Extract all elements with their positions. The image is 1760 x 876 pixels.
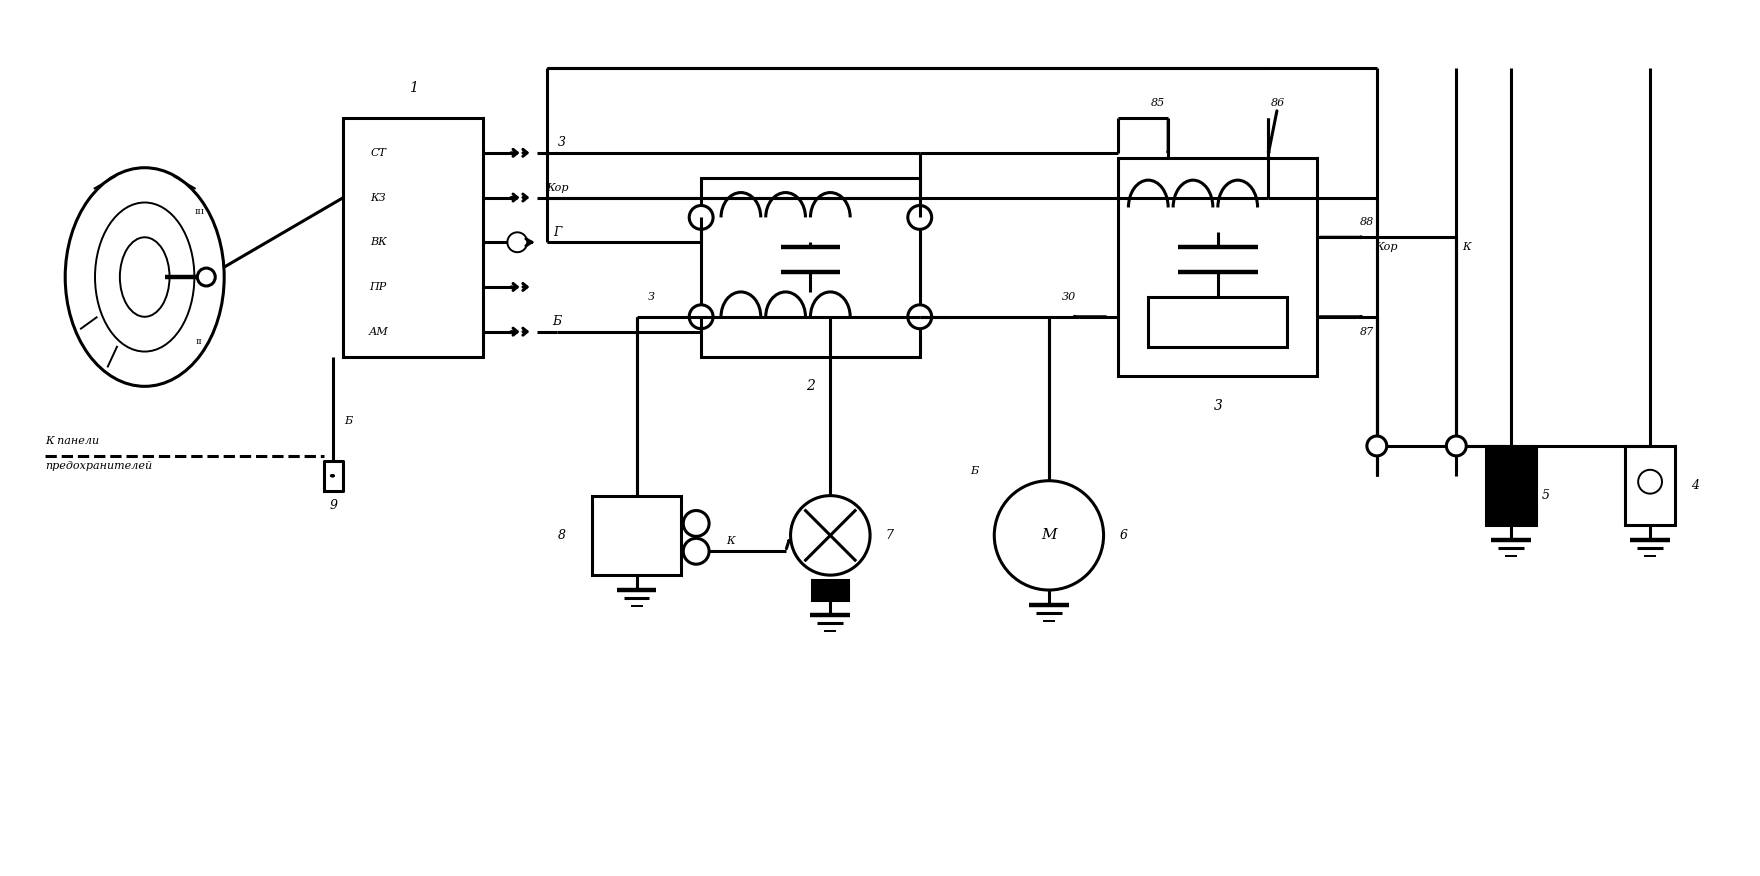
Ellipse shape <box>65 167 224 386</box>
Text: предохранителей: предохранителей <box>46 461 153 470</box>
Text: 4: 4 <box>1691 479 1698 492</box>
Text: 3: 3 <box>558 137 567 150</box>
Bar <box>1624 446 1676 526</box>
Bar <box>700 178 920 357</box>
Text: ПР: ПР <box>370 282 387 292</box>
Text: З: З <box>648 292 655 302</box>
Text: К: К <box>1463 243 1471 252</box>
Text: Кор: Кор <box>1376 243 1397 252</box>
Text: АМ: АМ <box>368 327 387 336</box>
Text: К панели: К панели <box>46 436 100 446</box>
Circle shape <box>908 305 931 328</box>
Text: Б: Б <box>553 315 561 328</box>
Text: Кор: Кор <box>546 182 568 193</box>
Circle shape <box>1447 436 1466 456</box>
Text: 86: 86 <box>1271 98 1285 108</box>
Circle shape <box>507 232 528 252</box>
Circle shape <box>683 511 709 536</box>
Bar <box>343 118 482 357</box>
Text: 1: 1 <box>408 81 417 95</box>
Text: К: К <box>727 536 736 547</box>
Text: 2: 2 <box>806 379 815 393</box>
Text: Б: Б <box>970 466 979 476</box>
Bar <box>1485 446 1536 526</box>
Text: 30: 30 <box>1061 292 1075 302</box>
Text: 5: 5 <box>1542 489 1551 502</box>
Text: 8: 8 <box>558 529 567 542</box>
Text: 88: 88 <box>1360 217 1375 228</box>
Text: III: III <box>194 208 204 216</box>
Bar <box>591 496 681 576</box>
Text: 7: 7 <box>885 529 894 542</box>
Text: КЗ: КЗ <box>370 193 385 202</box>
Text: 87: 87 <box>1360 327 1375 336</box>
Text: СТ: СТ <box>370 148 385 158</box>
Text: Б: Б <box>345 416 352 426</box>
Text: 3: 3 <box>1213 399 1221 413</box>
Text: ВК: ВК <box>370 237 387 247</box>
Circle shape <box>790 496 869 576</box>
Ellipse shape <box>120 237 169 317</box>
Circle shape <box>690 206 713 230</box>
Circle shape <box>197 268 215 286</box>
Circle shape <box>683 539 709 564</box>
Circle shape <box>908 206 931 230</box>
Bar <box>1148 297 1287 347</box>
Circle shape <box>1368 436 1387 456</box>
Circle shape <box>690 305 713 328</box>
Circle shape <box>1639 470 1661 494</box>
Text: Г: Г <box>553 226 561 239</box>
Text: 85: 85 <box>1151 98 1165 108</box>
Bar <box>1118 158 1316 377</box>
Text: М: М <box>1042 528 1056 542</box>
Ellipse shape <box>95 202 194 351</box>
Circle shape <box>994 481 1104 590</box>
Text: 6: 6 <box>1119 529 1128 542</box>
Text: II: II <box>195 337 202 346</box>
Text: 9: 9 <box>329 499 338 512</box>
Bar <box>813 580 848 600</box>
